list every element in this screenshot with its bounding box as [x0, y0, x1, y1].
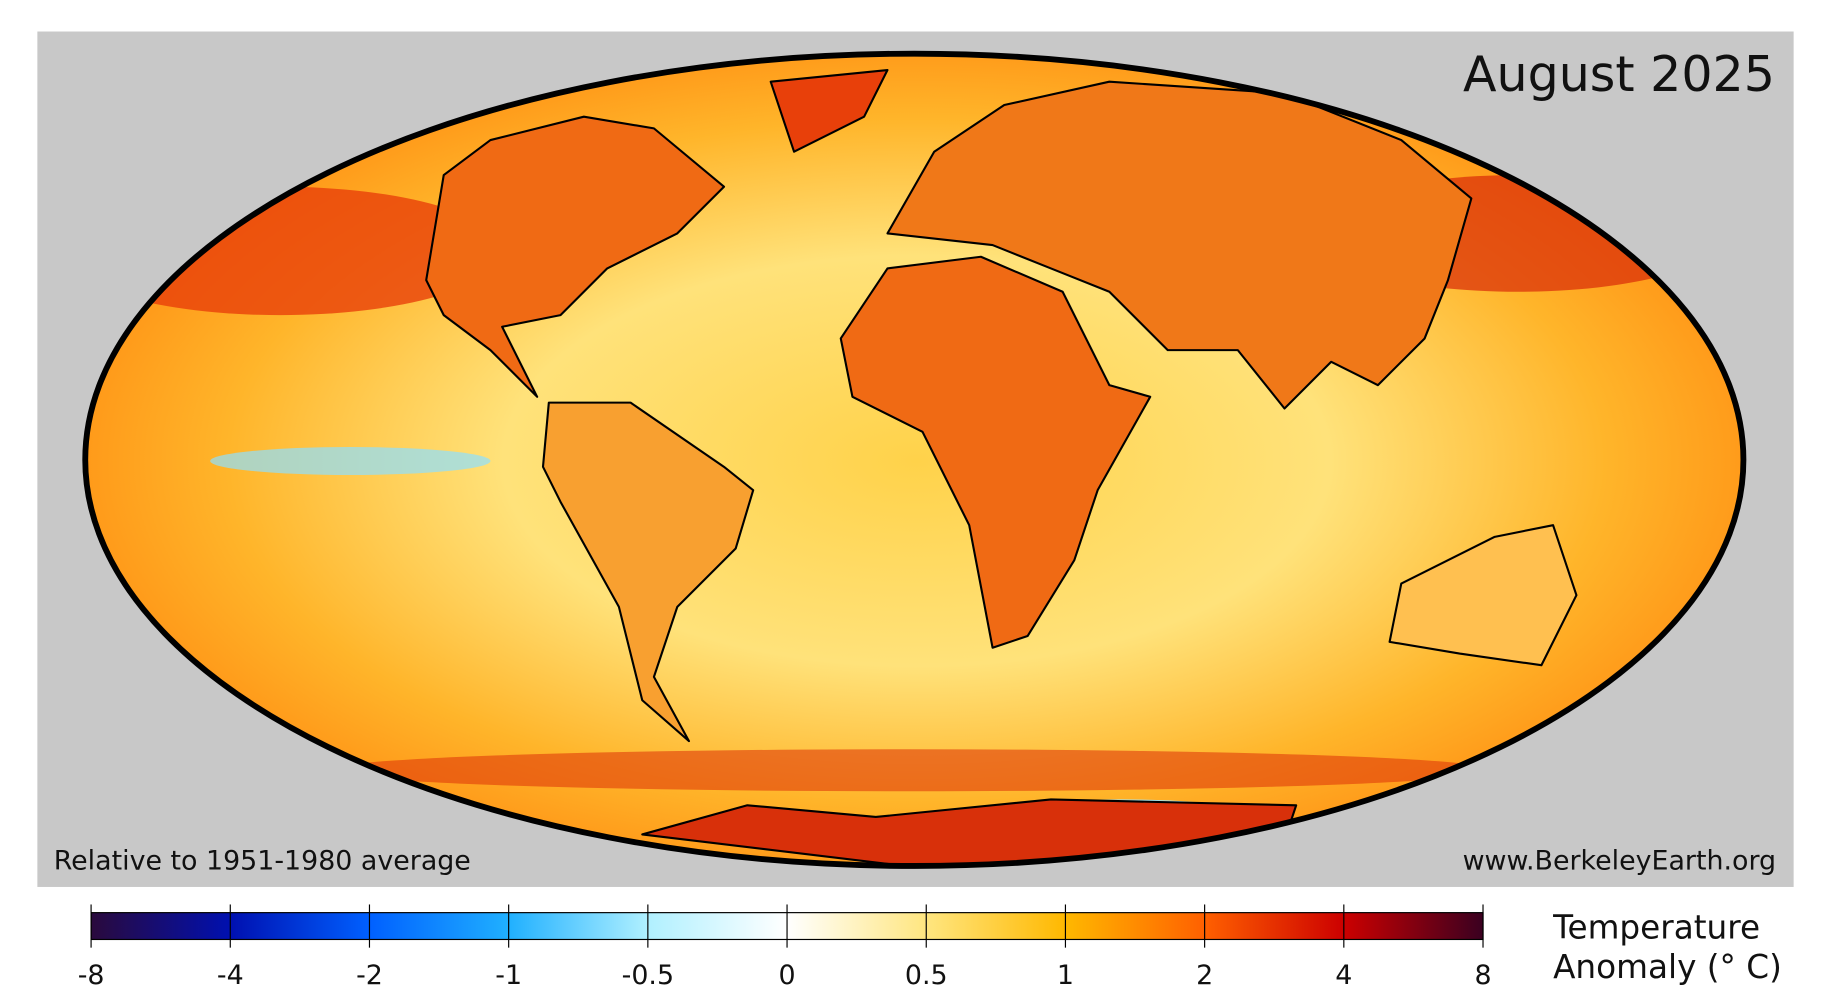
colorbar-label: Temperature	[1552, 908, 1760, 946]
continents	[425, 68, 1578, 866]
colorbar-tick-label: -0.5	[622, 960, 674, 991]
warm-patch	[326, 749, 1495, 792]
africa	[839, 255, 1152, 649]
north-america	[425, 115, 726, 398]
colorbar-label: Anomaly (° C)	[1553, 948, 1782, 986]
colorbar-tick-label: -8	[78, 960, 105, 991]
cool-patch	[210, 446, 491, 475]
colorbar-tick-label: -4	[217, 960, 244, 991]
australia	[1388, 524, 1578, 667]
map-title: August 2025	[1463, 45, 1775, 103]
colorbar-tick-label: 0.5	[905, 960, 948, 991]
south-america	[541, 401, 755, 743]
colorbar-tick-label: 0	[779, 960, 796, 991]
colorbar-tick-label: 4	[1335, 960, 1352, 991]
anomaly-map	[85, 53, 1744, 866]
colorbar-tick-label: 8	[1474, 960, 1491, 991]
source: www.BerkeleyEarth.org	[1463, 845, 1777, 876]
greenland	[769, 68, 889, 153]
colorbar-tick-label: -2	[356, 960, 383, 991]
colorbar-tick-label: 1	[1057, 960, 1074, 991]
baseline-note: Relative to 1951-1980 average	[54, 845, 471, 876]
colorbar-tick-label: -1	[495, 960, 522, 991]
globe-outline	[82, 50, 1747, 869]
colorbar-tick-label: 2	[1196, 960, 1213, 991]
eurasia	[886, 80, 1473, 410]
